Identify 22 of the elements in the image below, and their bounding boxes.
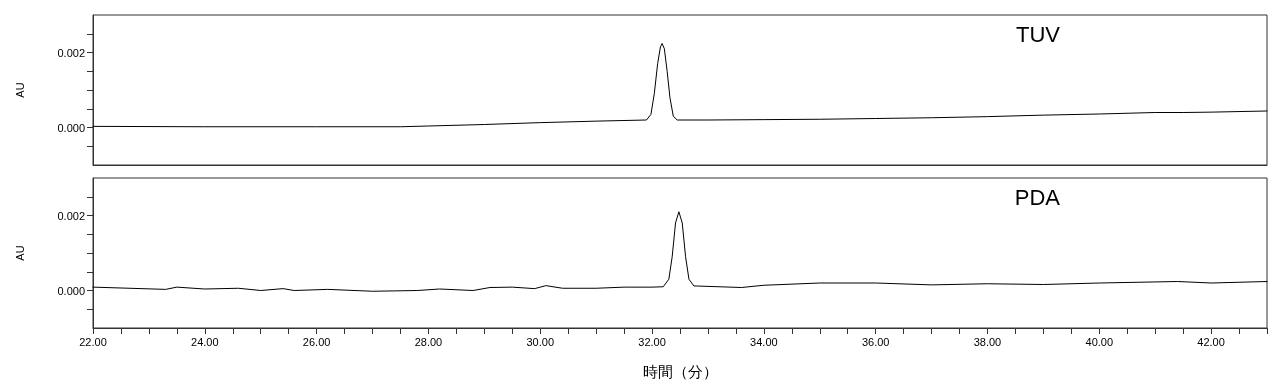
x-tick-label: 40.00 bbox=[1085, 335, 1114, 348]
x-tick-label: 34.00 bbox=[750, 335, 778, 348]
x-tick-label: 30.00 bbox=[526, 335, 554, 348]
x-tick-label: 24.00 bbox=[191, 335, 219, 348]
x-tick-label: 36.00 bbox=[861, 335, 890, 348]
x-tick-label: 22.00 bbox=[79, 335, 107, 348]
x-tick-label: 28.00 bbox=[414, 335, 443, 348]
x-tick-label: 32.00 bbox=[638, 335, 666, 348]
text: TUV bbox=[1016, 21, 1061, 47]
x-tick-label: 26.00 bbox=[302, 335, 331, 348]
y-axis-title: AU bbox=[13, 245, 26, 261]
y-tick-label: 0.000 bbox=[57, 121, 85, 134]
x-tick-label: 38.00 bbox=[973, 335, 1002, 348]
x-axis-title: 時間（分） bbox=[642, 363, 718, 380]
y-tick-label: 0.000 bbox=[57, 284, 85, 297]
y-axis-title: AU bbox=[13, 82, 26, 98]
line-series bbox=[92, 43, 1268, 128]
y-tick-label: 0.002 bbox=[57, 46, 85, 59]
text: PDA bbox=[1014, 184, 1061, 210]
line-series bbox=[92, 211, 1268, 292]
x-tick-label: 42.00 bbox=[1197, 335, 1225, 348]
y-tick-label: 0.002 bbox=[57, 209, 85, 222]
